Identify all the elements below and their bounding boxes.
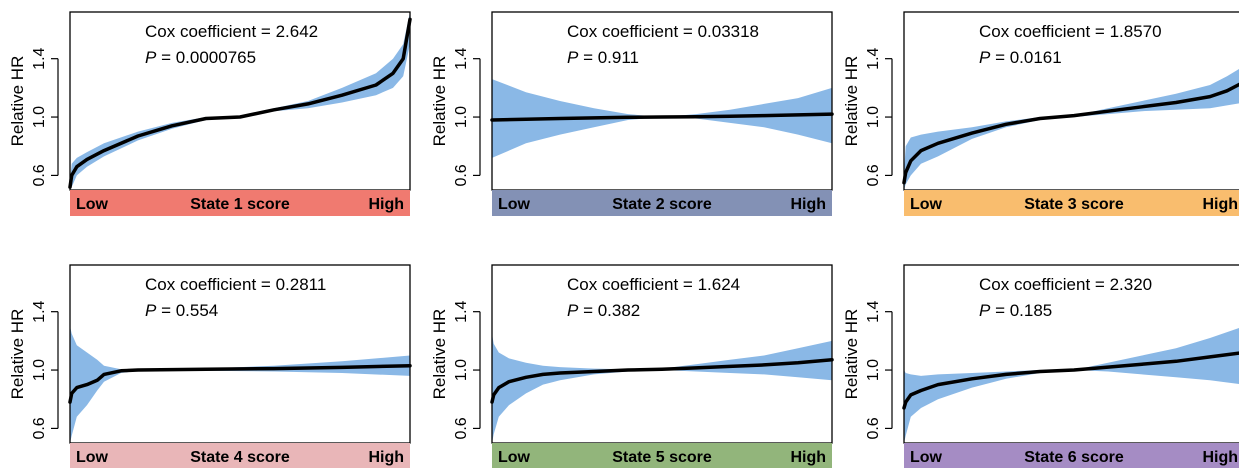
y-tick-label: 1.0 [31, 106, 48, 128]
p-value-label: P = 0.911 [567, 48, 639, 67]
y-tick-label: 1.0 [865, 359, 882, 381]
cox-coefficient-label: Cox coefficient = 2.320 [979, 275, 1152, 294]
hr-curve [902, 351, 1239, 410]
score-bar [492, 443, 832, 468]
cox-coefficient-label: Cox coefficient = 0.2811 [145, 275, 326, 294]
y-tick-label: 1.0 [31, 359, 48, 381]
p-value: = 0.0161 [990, 48, 1061, 67]
p-value: = 0.0000765 [156, 48, 256, 67]
y-tick-label: 1.4 [865, 300, 882, 322]
y-tick-label: 0.6 [453, 164, 470, 186]
confidence-band [904, 69, 1239, 190]
score-low-label: Low [76, 449, 109, 466]
y-tick-label: 1.0 [453, 359, 470, 381]
y-axis-label: Relative HR [8, 309, 27, 400]
hr-curve [490, 358, 834, 404]
p-symbol: P [567, 48, 579, 67]
score-bar-title: State 2 score [612, 196, 712, 213]
score-bar-title: State 3 score [1024, 196, 1124, 213]
p-value-label: P = 0.0161 [979, 48, 1062, 67]
score-low-label: Low [498, 196, 531, 213]
p-symbol: P [979, 48, 991, 67]
y-tick-label: 1.4 [865, 47, 882, 69]
y-tick-label: 1.4 [31, 47, 48, 69]
p-value-label: P = 0.382 [567, 301, 640, 320]
score-high-label: High [790, 449, 826, 466]
y-tick-label: 1.0 [865, 106, 882, 128]
p-symbol: P [145, 301, 157, 320]
confidence-band [70, 12, 410, 190]
y-axis-label: Relative HR [842, 309, 861, 400]
confidence-band [492, 333, 832, 443]
hr-curve [68, 363, 412, 404]
cox-coefficient-label: Cox coefficient = 1.624 [567, 275, 740, 294]
hr-curve [490, 112, 834, 122]
y-tick-label: 0.6 [865, 164, 882, 186]
cox-coefficient-label: Cox coefficient = 2.642 [145, 22, 318, 41]
score-bar [904, 443, 1239, 468]
p-value: = 0.554 [156, 301, 218, 320]
p-symbol: P [145, 48, 157, 67]
score-bar [70, 190, 410, 216]
y-tick-label: 0.6 [31, 164, 48, 186]
y-tick-label: 0.6 [31, 417, 48, 439]
score-high-label: High [1202, 449, 1238, 466]
y-axis-label: Relative HR [430, 56, 449, 147]
p-value-label: P = 0.0000765 [145, 48, 256, 67]
y-axis-label: Relative HR [842, 56, 861, 147]
score-low-label: Low [910, 196, 943, 213]
score-bar [492, 190, 832, 216]
score-low-label: Low [498, 449, 531, 466]
p-value: = 0.185 [990, 301, 1052, 320]
score-bar-title: State 5 score [612, 449, 712, 466]
p-value: = 0.382 [578, 301, 640, 320]
y-tick-label: 0.6 [453, 417, 470, 439]
y-tick-label: 1.4 [453, 47, 470, 69]
score-bar-title: State 4 score [190, 449, 290, 466]
score-low-label: Low [76, 196, 109, 213]
score-high-label: High [368, 196, 404, 213]
score-high-label: High [368, 449, 404, 466]
p-value-label: P = 0.185 [979, 301, 1052, 320]
score-low-label: Low [910, 449, 943, 466]
score-bar-title: State 6 score [1024, 449, 1124, 466]
hr-curve [902, 82, 1239, 185]
y-tick-label: 1.4 [31, 300, 48, 322]
p-symbol: P [979, 301, 991, 320]
y-axis-label: Relative HR [430, 309, 449, 400]
y-tick-label: 0.6 [865, 417, 882, 439]
cox-coefficient-label: Cox coefficient = 0.03318 [567, 22, 759, 41]
p-value-label: P = 0.554 [145, 301, 218, 320]
score-bar [904, 190, 1239, 216]
p-symbol: P [567, 301, 579, 320]
confidence-band [904, 328, 1239, 443]
p-value: = 0.911 [578, 48, 639, 67]
score-bar [70, 443, 410, 468]
cox-coefficient-label: Cox coefficient = 1.8570 [979, 22, 1162, 41]
y-tick-label: 1.4 [453, 300, 470, 322]
score-high-label: High [1202, 196, 1238, 213]
y-axis-label: Relative HR [8, 56, 27, 147]
hr-curve [68, 17, 412, 189]
score-high-label: High [790, 196, 826, 213]
score-bar-title: State 1 score [190, 196, 290, 213]
confidence-band [70, 326, 410, 443]
y-tick-label: 1.0 [453, 106, 470, 128]
